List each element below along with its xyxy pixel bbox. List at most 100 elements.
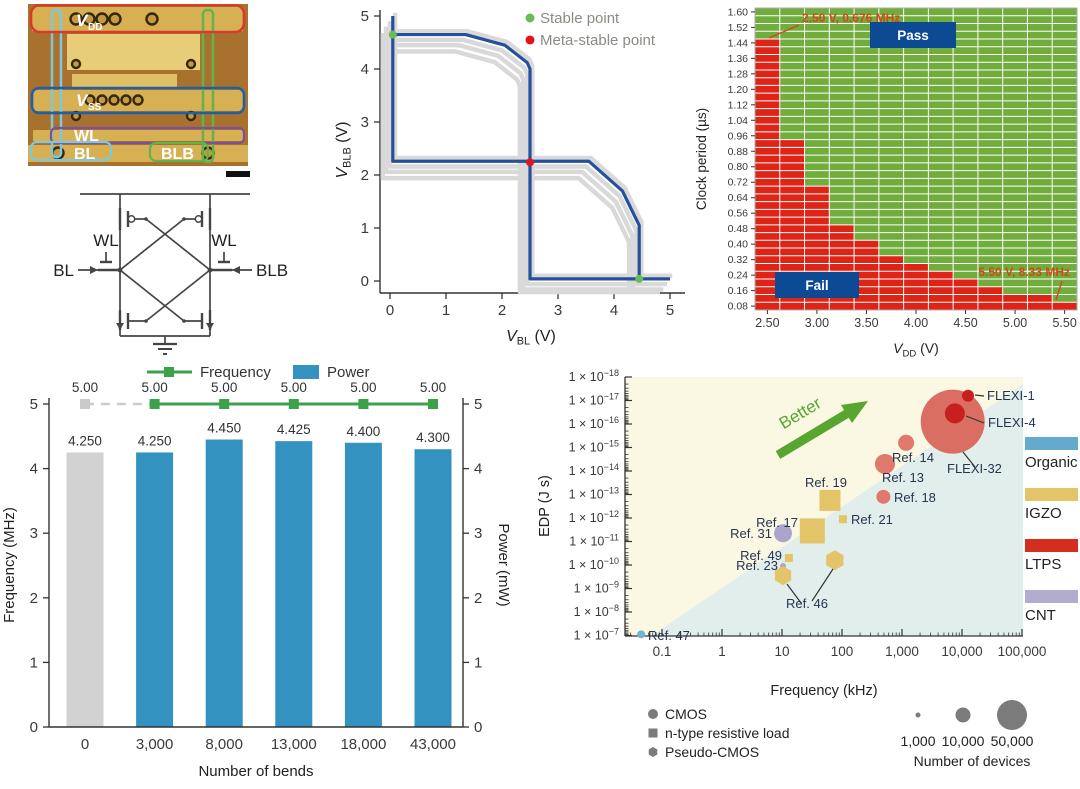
x-tick-label: 1,000 [885,644,919,659]
frequency-marker [80,399,90,409]
wl-rail [33,130,243,141]
schematic-arrows [90,266,240,330]
frequency-value-label: 5.00 [211,380,237,395]
x-tick-label: 1 [442,302,450,319]
y-tick-label: 1 × 10−15 [569,439,619,455]
schematic-wl-right-label: WL [211,231,237,250]
y-tick-label: 0.16 [728,285,749,297]
bl-box-outline [29,140,113,162]
x-tick-label: 5 [666,302,674,319]
x-tick-label: 4.50 [953,316,977,330]
butterfly-chart: 0 1 2 3 4 5 0 1 2 3 4 5 Stable point Meta-stable poin… [335,8,685,348]
legend-label: Stable point [540,10,620,27]
shape-legend-label: n-type resistive load [665,725,790,741]
x-tick-label: 5.00 [1003,316,1027,330]
category-label: 18,000 [340,736,386,753]
annotation-leader [768,24,800,39]
fail-badge-label: Fail [805,278,828,293]
fail-badge [775,272,859,298]
y-tick-label: 1 × 10−7 [574,627,619,643]
power-bar [66,452,104,727]
data-point-circle [637,630,646,639]
ghost-trace [392,12,644,276]
data-point-circle [774,524,793,543]
y-tick-label: 0.40 [728,239,749,251]
panel-shmoo: 1.60 1.52 1.44 1.36 1.28 1.20 1.12 1.04 0.96 0.88… [690,0,1080,368]
right-tick-label: 4 [474,461,482,478]
frequency-marker [358,399,369,409]
y-tick-label: 1 × 10−10 [569,556,619,572]
shape-legend-label: Pseudo-CMOS [665,744,759,760]
fail-region-column [977,286,1003,310]
data-point-circle [648,709,658,719]
category-label: 8,000 [205,736,243,753]
y-tick-label: 2 [361,167,369,184]
power-value-label: 4.250 [138,433,172,448]
point-label: Ref. 46 [786,596,828,611]
x-axis-title: VBL (V) [506,328,556,348]
point-label: Ref. 14 [892,450,934,465]
ghost-trace [387,37,668,287]
color-legend-swatch [1025,437,1078,450]
x-tick-label: 100 [831,644,854,659]
category-label: 0 [81,736,89,753]
y-tick-label: 1 [361,220,369,237]
point-leader-line [786,583,802,604]
x-tick-label: 4 [610,302,618,319]
y-tick-label: 1.36 [728,53,749,65]
wl-label: WL [74,128,99,145]
data-point-square [839,515,848,524]
data-point-circle [944,403,965,424]
data-point-hexagon [648,747,658,757]
x-tick-label: 3 [554,302,562,319]
annotation-min-vdd: 2.50 V, 0.676 MHz [802,11,900,25]
size-legend-circle [955,707,971,723]
y-tick-label: 0.48 [728,223,749,235]
stable-point-marker [635,274,644,283]
vtc-curve-inverter-2 [391,16,641,279]
schematic-bl-label: BL [53,261,74,280]
y-tick-label: 0.72 [728,177,749,189]
data-point-square [819,489,841,511]
bl-rail [28,145,248,162]
y-tick-label: 1.28 [728,68,749,80]
left-tick-label: 1 [30,654,38,671]
size-legend-label: 10,000 [942,733,985,749]
frequency-marker [288,399,299,409]
color-legend-swatch [1025,539,1078,552]
fail-region-column [878,255,904,310]
ghost-trace [392,29,673,278]
sram-schematic: WL WL BL BLB [53,193,288,355]
fail-region-column [928,271,954,310]
y-tick-label: 1 × 10−14 [569,462,619,478]
power-bar [205,439,243,727]
point-label: Ref. 47 [648,628,690,643]
point-label: Ref. 13 [882,470,924,485]
frequency-value-label: 5.00 [281,380,307,395]
y-tick-label: 0.64 [728,192,749,204]
frequency-marker [149,399,160,409]
x-tick-label: 0 [386,302,394,319]
panel-bends: 4.250 4.250 4.450 4.425 4.400 4.300 5.00 5.00 5.… [0,358,530,789]
pass-badge [870,22,956,48]
y-axis-title: VBLB (V) [335,121,354,178]
y-axis-title: Clock period (µs) [694,108,709,210]
edp-scatter-chart: 0.1 1 10 100 1,000 10,000 100,000 1 × 10−18 1 × … [537,368,1078,769]
frequency-value-label: 5.00 [420,380,446,395]
right-tick-label: 1 [474,654,482,671]
x-tick-label: 3.50 [854,316,878,330]
left-tick-label: 0 [30,719,38,736]
y-tick-label: 1 × 10−16 [569,415,619,431]
x-tick-label: 4.00 [904,316,928,330]
x-axis-title: Number of bends [198,763,313,780]
data-point-circle [874,453,895,474]
x-tick-label: 2 [498,302,506,319]
point-leader-line [962,451,976,468]
blb-trace-outline [201,8,215,164]
y-tick-label: 1 × 10−12 [569,509,619,525]
pass-badge-label: Pass [897,28,929,43]
y-tick-label: 3 [361,114,369,131]
frequency-value-label: 5.00 [350,380,376,395]
point-label: Ref. 17 [756,515,798,530]
category-label: 13,000 [271,736,317,753]
